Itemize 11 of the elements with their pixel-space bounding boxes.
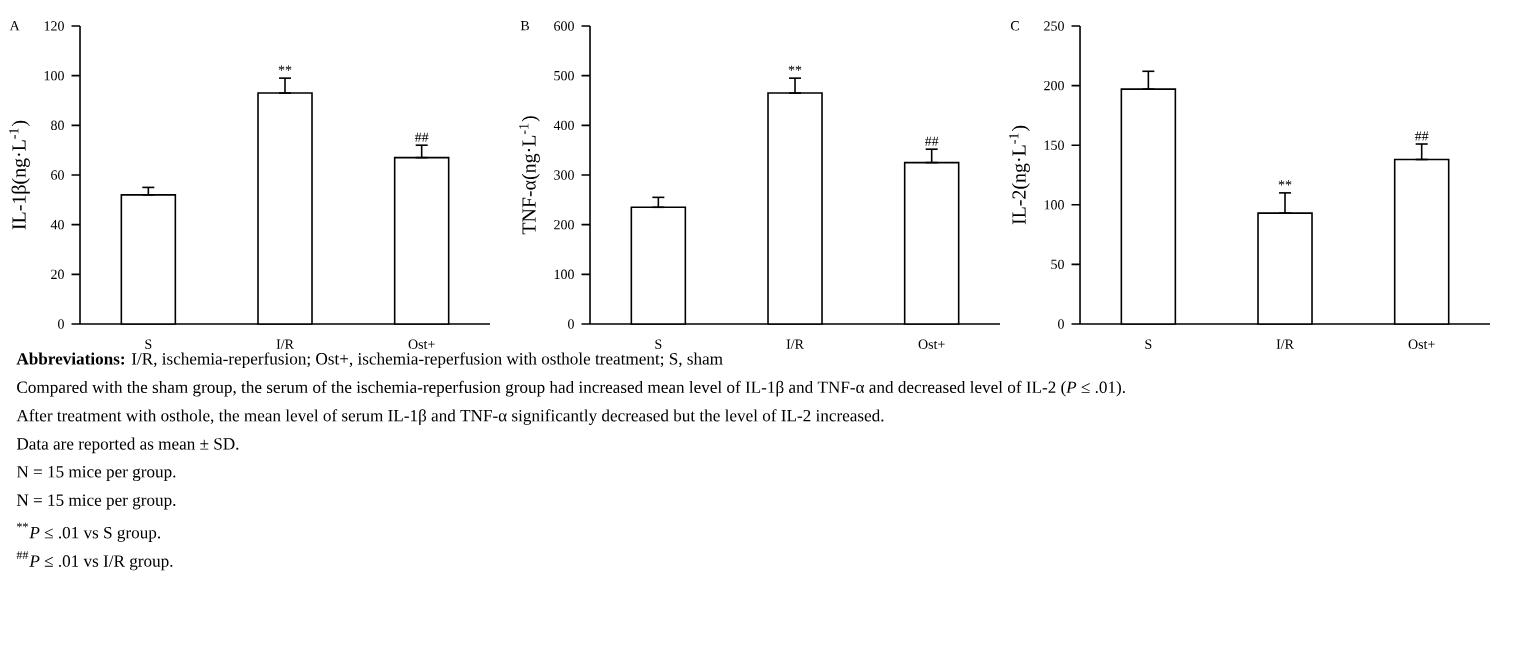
y-axis-title: TNF-α(ng·L$^{-1}$) [519, 116, 540, 235]
text: N = 15 mice per group. [16, 466, 176, 482]
text: Data are reported as mean ± SD. [16, 437, 239, 454]
text: Compared with the sham group, the serum of the ischemia-reperfusion group had increased mean level of IL-1β and TNF-α and decreased level of IL-2 (P ≤ .01). [17, 380, 1125, 397]
y-axis-title: IL-2(ng·L$^{-1}$) [1009, 125, 1030, 225]
y-axis-title: IL-1β(ng·L$^{-1}$) [9, 120, 30, 230]
text: Abbreviations: I/R, ischemia-reperfusion; Ost+, ischemia-reperfusion with osthole treatment; S, sham [16, 352, 723, 369]
text: $^{**}$P ≤ .01 vs S group. [17, 522, 161, 542]
text: $^{##}$P ≤ .01 vs I/R group. [16, 551, 173, 571]
text: N = 15 mice per group. [16, 494, 176, 510]
text: After treatment with osthole, the mean level of serum IL-1β and TNF-α significantly decreased but the level of IL-2 increased. [16, 409, 884, 425]
